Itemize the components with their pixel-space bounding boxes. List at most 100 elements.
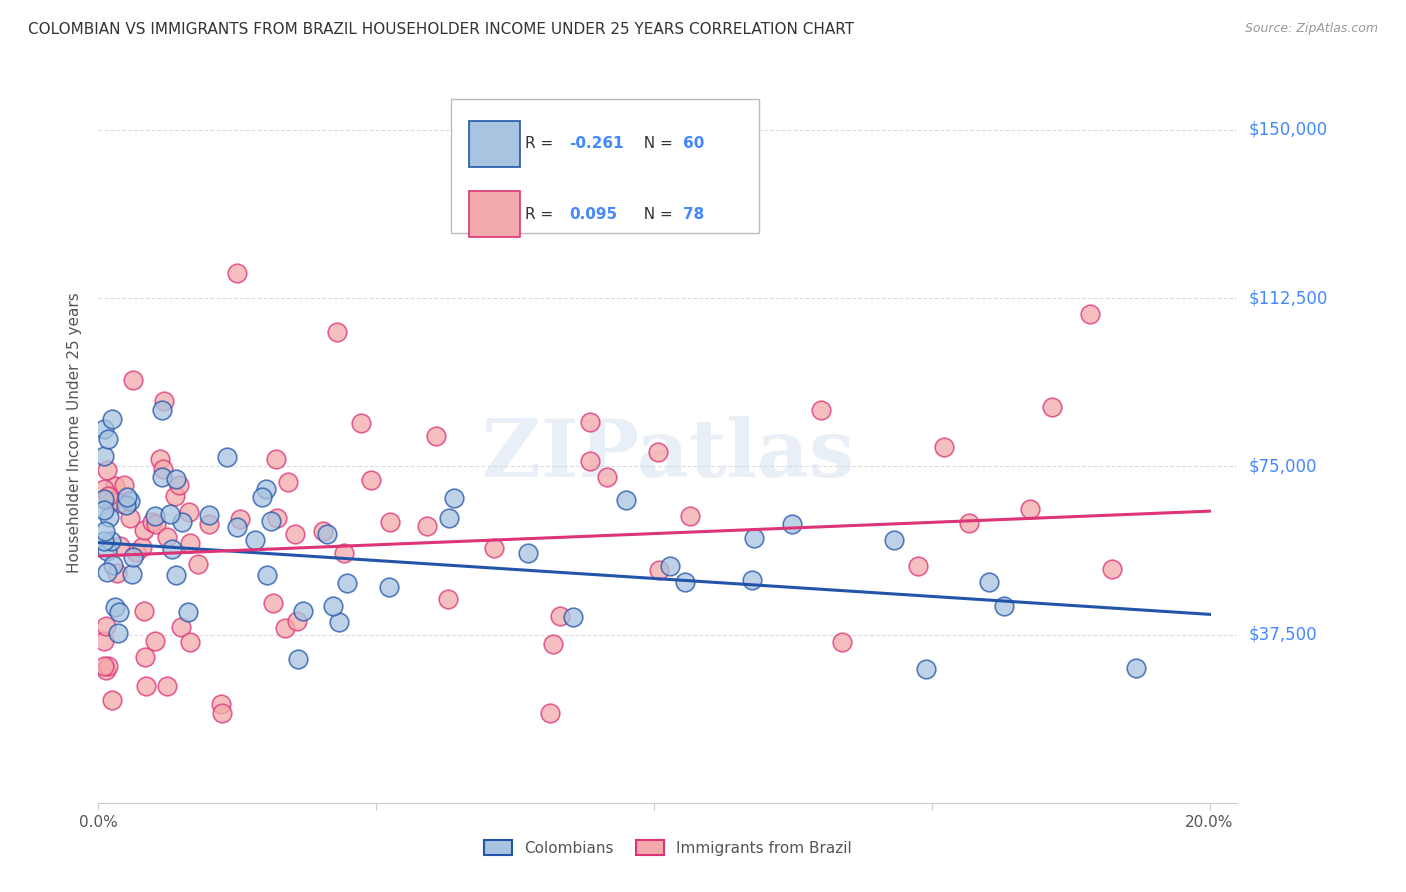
Point	[292, 604, 315, 618]
Point	[93, 534, 115, 549]
Point	[1125, 661, 1147, 675]
Text: $75,000: $75,000	[1249, 458, 1317, 475]
Point	[333, 546, 356, 560]
Point	[673, 574, 696, 589]
Point	[1078, 307, 1101, 321]
Point	[124, 545, 146, 559]
Point	[437, 592, 460, 607]
Point	[163, 489, 186, 503]
Point	[252, 491, 274, 505]
Point	[96, 490, 118, 504]
Point	[679, 508, 702, 523]
Point	[977, 574, 1000, 589]
Point	[115, 491, 138, 505]
Point	[377, 580, 399, 594]
Point	[647, 563, 669, 577]
Point	[595, 469, 617, 483]
Point	[243, 533, 266, 547]
Point	[437, 510, 460, 524]
Point	[152, 394, 174, 409]
Point	[172, 516, 194, 530]
Point	[285, 614, 308, 628]
Point	[262, 596, 284, 610]
Point	[350, 417, 373, 431]
Point	[312, 524, 335, 538]
Point	[277, 475, 299, 490]
Text: ZIPatlas: ZIPatlas	[482, 416, 853, 494]
Text: $150,000: $150,000	[1249, 120, 1327, 139]
Point	[198, 516, 221, 531]
Point	[914, 661, 936, 675]
Point	[425, 429, 447, 443]
Point	[103, 600, 125, 615]
Point	[96, 544, 118, 558]
Point	[959, 516, 981, 531]
Point	[993, 599, 1015, 613]
Point	[336, 575, 359, 590]
Point	[321, 599, 343, 614]
Point	[416, 518, 439, 533]
Text: N =: N =	[634, 136, 678, 152]
Text: R =: R =	[526, 207, 558, 222]
Point	[94, 663, 117, 677]
Text: $112,500: $112,500	[1249, 289, 1327, 307]
Point	[96, 463, 118, 477]
Point	[538, 706, 561, 720]
Point	[328, 615, 350, 629]
Point	[443, 491, 465, 505]
Point	[93, 482, 115, 496]
Point	[316, 526, 339, 541]
Point	[150, 470, 173, 484]
Point	[741, 573, 763, 587]
FancyBboxPatch shape	[468, 121, 520, 167]
Text: 0.095: 0.095	[569, 207, 617, 222]
Point	[107, 626, 129, 640]
Point	[614, 492, 637, 507]
Text: 60: 60	[683, 136, 704, 152]
Point	[108, 539, 131, 553]
Point	[93, 633, 115, 648]
Point	[198, 508, 221, 522]
Point	[274, 621, 297, 635]
Point	[167, 478, 190, 492]
Point	[256, 568, 278, 582]
Text: COLOMBIAN VS IMMIGRANTS FROM BRAZIL HOUSEHOLDER INCOME UNDER 25 YEARS CORRELATIO: COLOMBIAN VS IMMIGRANTS FROM BRAZIL HOUS…	[28, 22, 855, 37]
Point	[160, 541, 183, 556]
Point	[143, 508, 166, 523]
Point	[132, 523, 155, 537]
Point	[266, 511, 288, 525]
Point	[782, 516, 804, 531]
Point	[120, 511, 142, 525]
Point	[287, 652, 309, 666]
Point	[101, 558, 124, 572]
Point	[155, 530, 177, 544]
Point	[141, 515, 163, 529]
Text: -0.261: -0.261	[569, 136, 623, 152]
Point	[810, 402, 832, 417]
Point	[93, 503, 115, 517]
Point	[143, 634, 166, 648]
Point	[135, 679, 157, 693]
Point	[1019, 501, 1042, 516]
Point	[209, 697, 232, 711]
Point	[378, 515, 401, 529]
FancyBboxPatch shape	[451, 99, 759, 233]
Point	[177, 505, 200, 519]
Point	[360, 474, 382, 488]
Point	[93, 491, 115, 506]
Point	[578, 415, 600, 429]
Point	[97, 509, 120, 524]
Y-axis label: Householder Income Under 25 years: Householder Income Under 25 years	[67, 293, 83, 573]
Point	[131, 540, 153, 554]
Text: 78: 78	[683, 207, 704, 222]
Point	[93, 449, 115, 463]
Point	[264, 452, 287, 467]
Point	[561, 610, 583, 624]
Point	[97, 659, 120, 673]
Point	[165, 567, 187, 582]
Point	[112, 478, 135, 492]
Point	[150, 402, 173, 417]
Point	[145, 516, 167, 531]
Point	[883, 533, 905, 547]
Point	[226, 520, 249, 534]
